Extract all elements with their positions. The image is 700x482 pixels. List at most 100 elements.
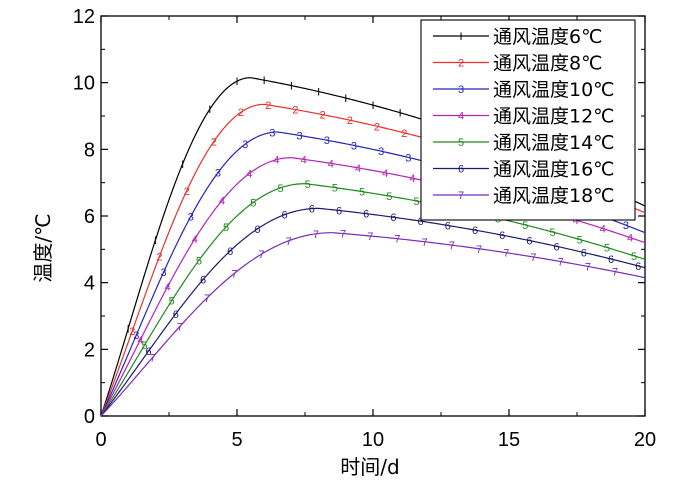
series-marker: 5 [631,251,637,263]
series-marker: 7 [558,257,564,269]
series-marker: 7 [476,244,482,256]
series-marker: 5 [359,187,365,199]
series-marker: 6 [309,204,315,216]
series-marker: 2 [320,110,326,122]
series-marker: 5 [332,183,338,195]
series-marker: 5 [196,255,202,267]
series-marker: 4 [273,155,279,167]
series-marker: 4 [219,195,225,207]
series-marker: 4 [137,335,143,347]
legend-marker: 3 [458,84,464,96]
legend-label: 通风温度14℃ [493,132,615,154]
series-marker: 6 [390,212,396,224]
legend-marker: 7 [458,190,464,202]
series-marker: 6 [499,230,505,242]
series-marker: 7 [286,236,292,248]
series-marker: 3 [242,139,248,151]
series-marker: 6 [526,236,532,248]
series-marker: 5 [169,296,175,308]
y-tick-label: 2 [84,339,95,361]
series-marker: 4 [573,215,579,227]
series-marker: I [181,159,184,171]
series-marker: 6 [173,309,179,321]
series-marker: 4 [192,234,198,246]
series-marker: 7 [177,321,183,333]
series-marker: 2 [129,326,135,338]
series-marker: 6 [608,254,614,266]
legend-label: 通风温度12℃ [493,106,615,128]
series-marker: I [235,76,238,88]
series-marker: 7 [422,237,428,249]
legend-label: 通风温度8℃ [493,53,602,75]
series-marker: 6 [472,225,478,237]
series-marker: 6 [554,241,560,253]
series-marker: 7 [530,252,536,264]
series-marker: 2 [347,115,353,127]
series-marker: 7 [367,231,373,243]
y-tick-label: 10 [73,73,95,95]
series-marker: 5 [604,242,610,254]
y-tick-label: 0 [84,406,95,428]
y-tick-label: 12 [73,6,95,28]
series-marker: 2 [211,136,217,148]
series-marker: 3 [378,146,384,158]
x-tick-label: 10 [362,429,384,451]
series-marker: 3 [296,130,302,142]
series-marker: 3 [405,152,411,164]
series-marker: 6 [336,205,342,217]
series-marker: 4 [600,224,606,236]
series-line [100,207,646,417]
series-marker: 7 [231,268,237,280]
series-marker: 3 [160,267,166,279]
legend-marker: 4 [458,111,464,123]
series-marker: 3 [324,135,330,147]
series-line [100,183,646,417]
series-marker: 4 [328,158,334,170]
series-marker: 7 [204,293,210,305]
series-marker: I [127,324,130,336]
legend-marker: 2 [458,58,464,70]
series-marker: 5 [522,220,528,232]
legend-marker: 5 [458,137,464,149]
series-marker: 7 [150,352,156,364]
y-tick-label: 6 [84,206,95,228]
series-marker: 4 [627,233,633,245]
series-marker: 6 [635,261,641,273]
series-marker: 6 [282,210,288,222]
series-marker: 5 [223,222,229,234]
series-marker: 2 [374,121,380,133]
series-marker: 7 [612,267,618,279]
series-marker: 4 [355,163,361,175]
series-marker: 7 [340,229,346,241]
series-marker: 3 [269,127,275,139]
legend-label: 通风温度10℃ [493,79,615,101]
series-marker: 6 [227,246,233,258]
series-marker: I [208,104,211,116]
series-marker: 3 [623,220,629,232]
series-marker: 3 [215,168,221,180]
series-marker: 7 [585,261,591,273]
x-tick-label: 15 [498,429,520,451]
series-marker: 6 [418,216,424,228]
series-marker: 2 [292,105,298,117]
series-marker: 6 [200,275,206,287]
x-tick-label: 0 [95,429,106,451]
legend: I 通风温度6℃ 2 通风温度8℃ 3 通风温度10℃ 4 通风温度12℃ 5 通风温度14℃ 6 通… [420,19,636,221]
series-marker: 2 [156,251,162,263]
series-marker: 4 [246,169,252,181]
series-marker: 5 [141,340,147,352]
series-marker: 7 [258,249,264,261]
series-line [100,232,646,417]
series-marker: 7 [394,234,400,246]
y-axis-label: 温度/℃ [31,213,55,282]
series-marker: 6 [445,220,451,232]
x-tick-label: 5 [231,429,242,451]
series-marker: 5 [549,227,555,239]
series-marker: I [154,235,157,247]
x-tick-label: 20 [634,429,656,451]
series-marker: 3 [351,140,357,152]
legend-label: 通风温度6℃ [493,26,602,48]
series-marker: 6 [146,346,152,358]
series-marker: 5 [250,197,256,209]
